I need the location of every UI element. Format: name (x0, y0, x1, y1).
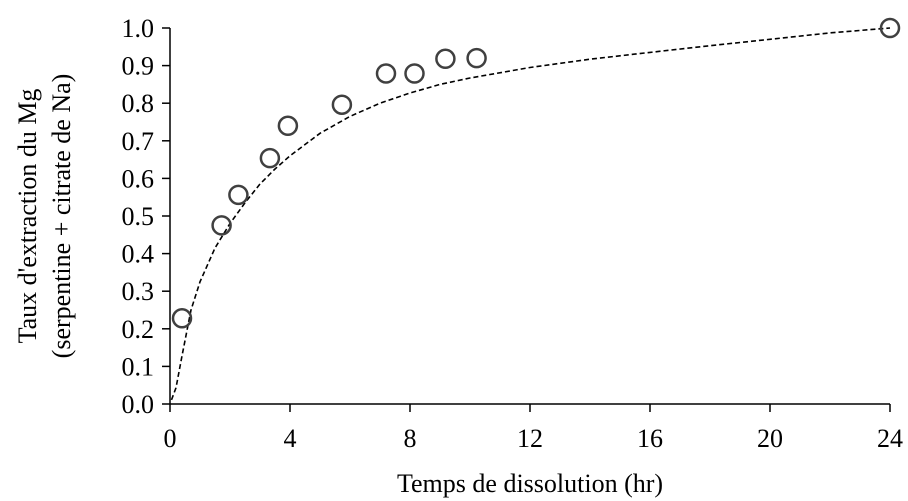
data-point (228, 184, 249, 206)
x-tick-label: 8 (404, 424, 417, 453)
data-point (404, 63, 425, 84)
y-tick-labels: 0.0 0.1 0.2 0.3 0.4 0.5 0.6 0.7 0.8 0.9 1.0 (122, 14, 155, 419)
data-point (375, 63, 397, 84)
y-tick-label: 0.5 (122, 202, 155, 231)
data-point (211, 215, 232, 236)
y-tick-label: 0.0 (122, 390, 155, 419)
trendline (170, 27, 891, 401)
y-tick-label: 0.1 (122, 352, 155, 381)
data-point (331, 94, 353, 115)
data-point (259, 147, 281, 169)
x-tick-label: 16 (637, 424, 663, 453)
y-tick-label: 0.3 (122, 277, 155, 306)
y-axis-title-line1: Taux d'extraction du Mg (13, 89, 42, 344)
data-points-layer (171, 17, 901, 329)
y-tick-label: 0.6 (122, 164, 155, 193)
x-tick-label: 12 (517, 424, 543, 453)
x-tick-labels: 0 4 8 12 16 20 24 (164, 424, 904, 453)
x-tick-label: 20 (757, 424, 783, 453)
y-axis-title-line2: (serpentine + citrate de Na) (47, 74, 76, 359)
axes (162, 27, 891, 412)
data-point (879, 17, 901, 39)
y-tick-label: 0.4 (122, 240, 155, 269)
trendline-layer (170, 27, 891, 401)
y-tick-label: 0.2 (122, 315, 155, 344)
x-tick-label: 24 (877, 424, 903, 453)
y-tick-label: 0.8 (122, 89, 155, 118)
y-tick-label: 0.9 (122, 52, 155, 81)
data-point (466, 47, 487, 69)
y-tick-label: 0.7 (122, 127, 155, 156)
x-tick-label: 0 (164, 424, 177, 453)
y-tick-label: 1.0 (122, 14, 155, 43)
data-point (435, 48, 456, 70)
data-point (171, 308, 193, 329)
x-tick-label: 4 (284, 424, 297, 453)
x-axis-title: Temps de dissolution (hr) (397, 469, 663, 498)
data-point (277, 115, 299, 137)
